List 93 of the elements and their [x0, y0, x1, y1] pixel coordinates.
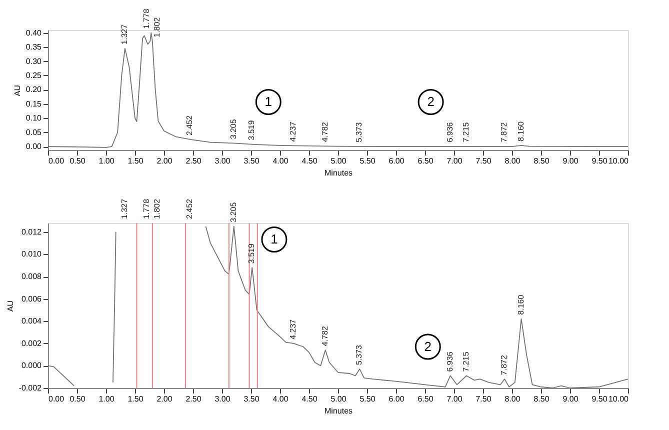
y-tick-label: -0.002 [18, 384, 42, 392]
annotation: 1 [270, 232, 278, 246]
x-tick-label: 1.50 [128, 394, 144, 404]
annotation: 6.936 [445, 122, 454, 142]
x-tick-label: 3.50 [244, 394, 260, 404]
x-tick-label: 9.00 [562, 156, 579, 166]
x-tick-label: 6.00 [388, 156, 405, 166]
x-tick-label: 1.00 [98, 156, 115, 166]
x-tick-label: 6.50 [418, 156, 434, 166]
x-tick-label: 1.50 [128, 156, 144, 166]
annotation: 3.519 [247, 120, 256, 140]
y-tick-label: 0.00 [26, 142, 42, 152]
x-tick-label: 4.00 [272, 394, 289, 404]
y-tick-label: 0.20 [26, 85, 42, 94]
annotation: 1.778 [142, 198, 152, 219]
y-axis-title: AU [6, 300, 15, 312]
y-tick-label: 0.05 [26, 128, 42, 137]
x-tick-label: 8.50 [534, 394, 550, 404]
x-tick-label: 7.00 [446, 156, 463, 166]
x-tick-label: 7.00 [446, 394, 463, 404]
x-tick-label: 0.50 [70, 394, 86, 404]
x-tick-label: 3.50 [244, 156, 260, 166]
x-tick-label: 8.50 [534, 156, 550, 166]
x-tick-label: 0.50 [70, 156, 86, 166]
annotation: 1 [264, 94, 272, 109]
y-tick-label: 0.40 [26, 28, 42, 38]
annotation: 5.373 [354, 344, 364, 366]
annotation: 3.205 [228, 118, 238, 140]
annotation: 6.936 [445, 351, 454, 372]
x-tick-label: 8.00 [504, 394, 521, 404]
x-tick-label: 3.00 [214, 394, 231, 404]
x-tick-label: 2.00 [156, 394, 173, 404]
y-tick-label: 0.002 [21, 338, 42, 348]
x-tick-label: 2.50 [186, 394, 202, 404]
x-tick-label: 5.50 [360, 156, 376, 166]
y-tick-label: 0.000 [21, 361, 42, 370]
annotation: 8.160 [516, 120, 526, 142]
x-tick-label: 1.00 [98, 394, 115, 404]
annotation: 7.215 [461, 122, 470, 142]
x-tick-label: 5.00 [330, 156, 347, 166]
annotation: 7.215 [461, 351, 470, 372]
x-tick-label: 2.00 [156, 156, 173, 166]
annotation: 3.205 [228, 202, 238, 222]
y-tick-label: 0.35 [26, 42, 42, 52]
x-tick-label: 0.00 [48, 156, 65, 166]
x-tick-label: 3.00 [214, 156, 231, 166]
x-tick-label: 5.50 [360, 394, 376, 404]
annotation: 2.452 [185, 114, 194, 136]
annotation: 1.778 [142, 8, 152, 29]
annotation: 1.802 [152, 16, 162, 38]
annotation: 1.327 [120, 24, 129, 44]
annotation: 8.160 [516, 294, 526, 315]
annotation: 2 [424, 338, 432, 354]
annotation: 4.782 [320, 326, 330, 346]
x-tick-label: 6.50 [418, 394, 434, 404]
x-axis-title: Minutes [324, 406, 353, 416]
y-axis-title: AU [12, 84, 22, 96]
x-tick-label: 7.50 [476, 394, 492, 404]
y-tick-label: 0.25 [26, 71, 42, 80]
x-tick-label: 4.50 [302, 394, 318, 404]
text: 1.327 [120, 198, 129, 219]
annotation: 4.237 [288, 121, 298, 142]
x-tick-label: 8.00 [504, 156, 521, 166]
y-tick-label: 0.15 [26, 99, 42, 108]
annotation: 3.519 [247, 243, 256, 264]
y-tick-label: 0.012 [21, 227, 42, 236]
annotation: 5.373 [354, 122, 364, 142]
annotation: 7.872 [500, 354, 509, 376]
x-axis-title: Minutes [324, 168, 353, 178]
x-tick-label: 9.50 [592, 156, 608, 166]
annotation: 2 [427, 94, 434, 109]
x-tick-label: 10.00 [608, 394, 630, 404]
annotation: 4.237 [288, 318, 298, 340]
y-tick-label: 0.006 [21, 294, 42, 304]
text: 2.452 [185, 198, 194, 219]
x-tick-label: 9.50 [592, 394, 608, 404]
y-tick-label: 0.30 [26, 56, 42, 66]
x-tick-label: 2.50 [186, 156, 202, 166]
x-tick-label: 10.00 [608, 156, 630, 166]
x-tick-label: 5.00 [330, 394, 347, 404]
x-tick-label: 9.00 [562, 394, 579, 404]
x-tick-label: 7.50 [476, 156, 492, 166]
x-tick-label: 4.00 [272, 156, 289, 166]
y-tick-label: 0.010 [21, 250, 42, 259]
annotation: 7.872 [500, 122, 509, 142]
x-tick-label: 4.50 [302, 156, 318, 166]
x-tick-label: 6.00 [388, 394, 405, 404]
annotation: 1.802 [152, 198, 162, 219]
y-tick-label: 0.008 [21, 272, 42, 282]
y-tick-label: 0.10 [26, 114, 42, 123]
annotation: 4.782 [320, 121, 330, 142]
y-tick-label: 0.004 [21, 316, 42, 326]
x-tick-label: 0.00 [48, 394, 65, 404]
